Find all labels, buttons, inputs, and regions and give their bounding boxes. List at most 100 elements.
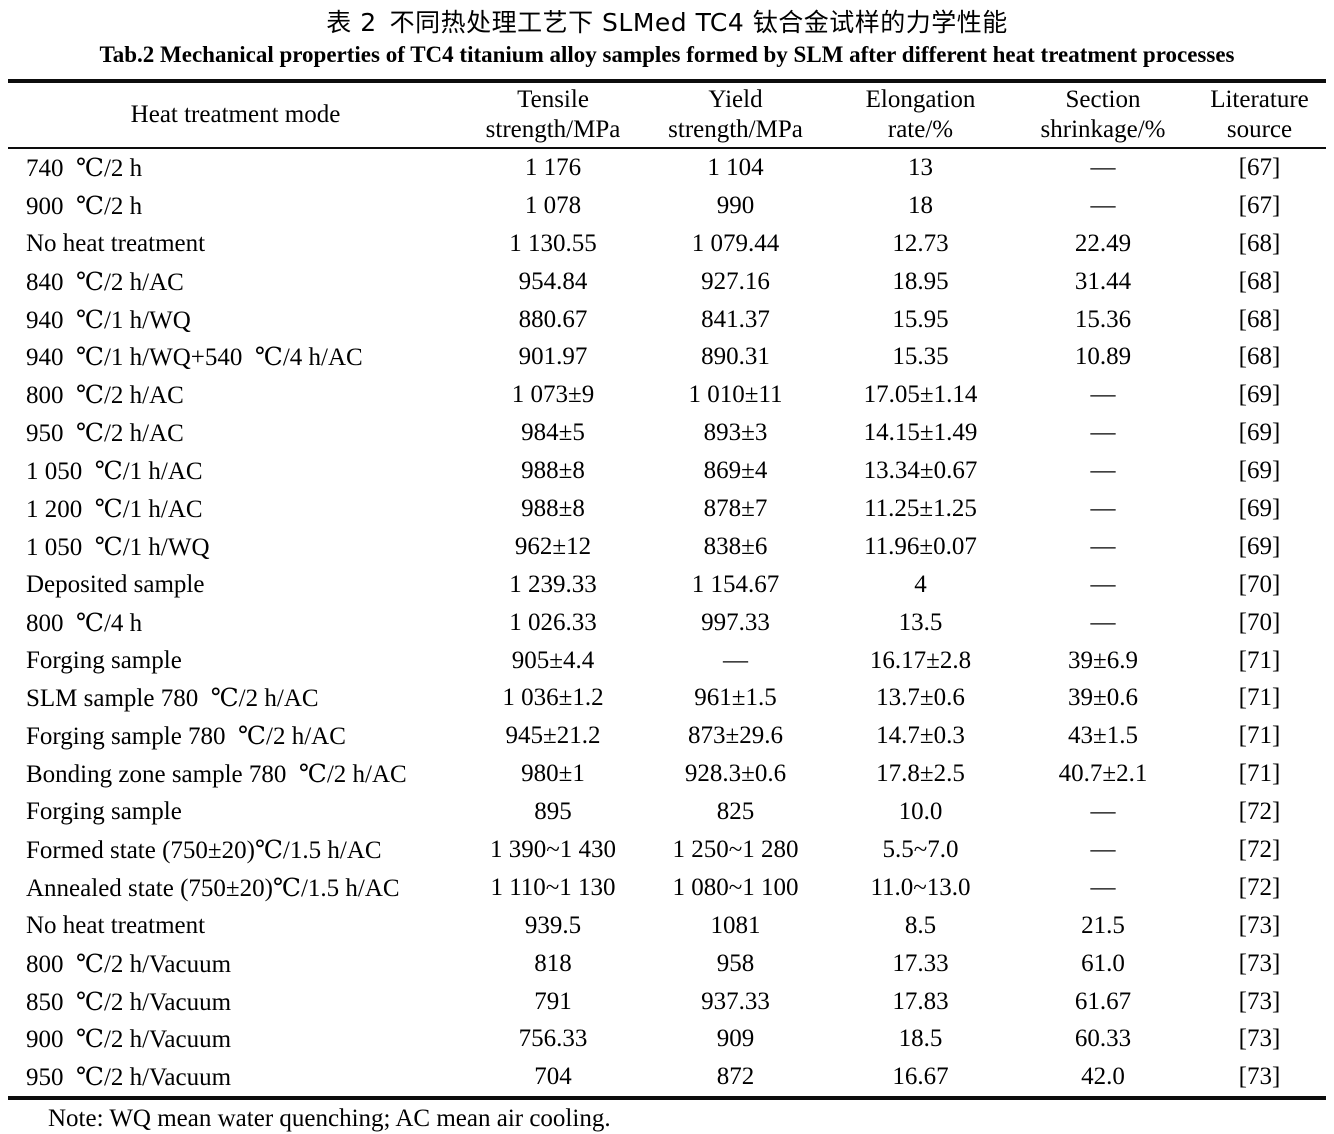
cell-literature-source: [71] <box>1238 760 1281 788</box>
cell-heat-treatment-mode: Formed state (750±20)℃/1.5 h/AC <box>26 836 382 864</box>
cell-heat-treatment-mode: Forging sample 780 ℃/2 h/AC <box>26 723 346 751</box>
cell-heat-treatment-mode: Forging sample <box>26 646 182 674</box>
cell-tensile-strength: 895 <box>534 798 572 826</box>
table-row: Formed state (750±20)℃/1.5 h/AC 1 390~1 … <box>8 831 1326 869</box>
table-row: SLM sample 780 ℃/2 h/AC 1 036±1.2 961±1.… <box>8 679 1326 717</box>
cell-elongation-rate: 16.17±2.8 <box>869 646 972 674</box>
cell-heat-treatment-mode: 940 ℃/1 h/WQ+540 ℃/4 h/AC <box>26 344 363 372</box>
cell-heat-treatment-mode: 940 ℃/1 h/WQ <box>26 306 191 334</box>
cell-section-shrinkage: 21.5 <box>1081 911 1125 939</box>
cell-section-shrinkage: 39±0.6 <box>1068 684 1138 712</box>
cell-heat-treatment-mode: Forging sample <box>26 798 182 826</box>
cell-elongation-rate: 18.5 <box>898 1025 943 1053</box>
cell-heat-treatment-mode: SLM sample 780 ℃/2 h/AC <box>26 685 319 713</box>
column-header-section-shrinkage: Section shrinkage/% <box>1013 81 1193 149</box>
table-header: Heat treatment mode Tensile strength/MPa… <box>8 81 1326 149</box>
cell-literature-source: [68] <box>1238 267 1281 295</box>
cell-tensile-strength: 791 <box>534 987 572 1015</box>
cell-heat-treatment-mode: 900 ℃/2 h/Vacuum <box>26 1026 232 1054</box>
column-header-literature-source: Literature source <box>1193 81 1326 149</box>
cell-tensile-strength: 901.97 <box>518 343 588 371</box>
cell-literature-source: [68] <box>1238 229 1281 257</box>
table-row: 800 ℃/2 h/Vacuum 818 958 17.33 61.0 [73] <box>8 945 1326 983</box>
cell-literature-source: [68] <box>1238 305 1281 333</box>
cell-literature-source: [69] <box>1238 419 1281 447</box>
cell-heat-treatment-mode: 800 ℃/4 h <box>26 609 143 637</box>
cell-literature-source: [71] <box>1238 646 1281 674</box>
cell-tensile-strength: 1 026.33 <box>509 608 597 636</box>
cell-tensile-strength: 984±5 <box>521 419 585 447</box>
table-body: 740 ℃/2 h 1 176 1 104 13 — [67] 900 ℃/2 … <box>8 148 1326 1098</box>
cell-yield-strength: 1 010±11 <box>688 381 783 409</box>
table-row: Forging sample 895 825 10.0 — [72] <box>8 793 1326 831</box>
table-row: Bonding zone sample 780 ℃/2 h/AC 980±1 9… <box>8 755 1326 793</box>
table-row: 1 050 ℃/1 h/AC 988±8 869±4 13.34±0.67 — … <box>8 452 1326 490</box>
cell-section-shrinkage: 15.36 <box>1074 305 1132 333</box>
table-row: 850 ℃/2 h/Vacuum 791 937.33 17.83 61.67 … <box>8 983 1326 1021</box>
cell-elongation-rate: 18.95 <box>892 267 949 295</box>
cell-elongation-rate: 13.5 <box>898 608 943 636</box>
cell-elongation-rate: 16.67 <box>892 1063 949 1091</box>
cell-yield-strength: 872 <box>716 1063 755 1091</box>
cell-elongation-rate: 10.0 <box>898 798 943 826</box>
cell-tensile-strength: 818 <box>534 949 572 977</box>
column-header-tensile-strength: Tensile strength/MPa <box>463 81 643 149</box>
cell-tensile-strength: 1 036±1.2 <box>502 684 604 712</box>
cell-literature-source: [73] <box>1238 1063 1281 1091</box>
table-row: No heat treatment 1 130.55 1 079.44 12.7… <box>8 225 1326 263</box>
cell-elongation-rate: 14.15±1.49 <box>863 419 978 447</box>
cell-section-shrinkage: 22.49 <box>1074 229 1132 257</box>
cell-literature-source: [70] <box>1238 608 1281 636</box>
cell-heat-treatment-mode: Bonding zone sample 780 ℃/2 h/AC <box>26 761 407 789</box>
cell-yield-strength: 890.31 <box>701 343 770 371</box>
cell-tensile-strength: 988±8 <box>521 494 585 522</box>
cell-section-shrinkage: 43±1.5 <box>1068 722 1138 750</box>
cell-yield-strength: 841.37 <box>701 305 770 333</box>
cell-literature-source: [73] <box>1238 1025 1281 1053</box>
cell-heat-treatment-mode: Annealed state (750±20)℃/1.5 h/AC <box>26 874 400 902</box>
cell-section-shrinkage: 40.7±2.1 <box>1058 760 1148 788</box>
cell-literature-source: [72] <box>1238 798 1281 826</box>
cell-heat-treatment-mode: 900 ℃/2 h <box>26 192 143 220</box>
cell-section-shrinkage: 39±6.9 <box>1068 646 1138 674</box>
cell-heat-treatment-mode: No heat treatment <box>26 911 206 939</box>
cell-section-shrinkage: 42.0 <box>1081 1063 1125 1091</box>
table-title-english: Tab.2 Mechanical properties of TC4 titan… <box>99 42 1235 68</box>
cell-elongation-rate: 17.83 <box>892 987 949 1015</box>
cell-elongation-rate: 17.33 <box>892 949 949 977</box>
cell-literature-source: [73] <box>1238 911 1281 939</box>
cell-section-shrinkage: 60.33 <box>1074 1025 1132 1053</box>
table-row: 940 ℃/1 h/WQ+540 ℃/4 h/AC 901.97 890.31 … <box>8 338 1326 376</box>
cell-section-shrinkage: — <box>1090 608 1116 636</box>
cell-literature-source: [72] <box>1238 835 1281 863</box>
cell-heat-treatment-mode: 1 200 ℃/1 h/AC <box>26 495 203 523</box>
cell-elongation-rate: 13 <box>908 153 933 181</box>
cell-tensile-strength: 962±12 <box>514 532 592 560</box>
cell-heat-treatment-mode: 850 ℃/2 h/Vacuum <box>26 988 232 1016</box>
cell-yield-strength: 928.3±0.6 <box>684 760 787 788</box>
cell-section-shrinkage: 61.67 <box>1074 987 1132 1015</box>
cell-section-shrinkage: — <box>1090 419 1116 447</box>
cell-section-shrinkage: 31.44 <box>1074 267 1132 295</box>
cell-tensile-strength: 1 390~1 430 <box>489 835 617 863</box>
table-row: 740 ℃/2 h 1 176 1 104 13 — [67] <box>8 148 1326 187</box>
cell-yield-strength: 1 079.44 <box>691 229 780 257</box>
cell-tensile-strength: 704 <box>534 1063 572 1091</box>
cell-tensile-strength: 939.5 <box>524 911 582 939</box>
cell-tensile-strength: 756.33 <box>518 1025 588 1053</box>
cell-yield-strength: 961±1.5 <box>694 684 777 712</box>
cell-yield-strength: 893±3 <box>703 419 768 447</box>
cell-elongation-rate: 12.73 <box>892 229 949 257</box>
column-header-heat-treatment-mode: Heat treatment mode <box>8 81 463 149</box>
table-row: 900 ℃/2 h 1 078 990 18 — [67] <box>8 187 1326 225</box>
cell-heat-treatment-mode: 740 ℃/2 h <box>26 154 143 182</box>
cell-elongation-rate: 11.96±0.07 <box>864 532 977 560</box>
cell-elongation-rate: 5.5~7.0 <box>882 835 959 863</box>
cell-section-shrinkage: — <box>1090 835 1116 863</box>
cell-yield-strength: 1 104 <box>707 153 764 181</box>
cell-tensile-strength: 880.67 <box>518 305 588 333</box>
cell-tensile-strength: 1 176 <box>524 153 582 181</box>
cell-elongation-rate: 18 <box>908 191 933 219</box>
cell-section-shrinkage: — <box>1090 191 1116 219</box>
